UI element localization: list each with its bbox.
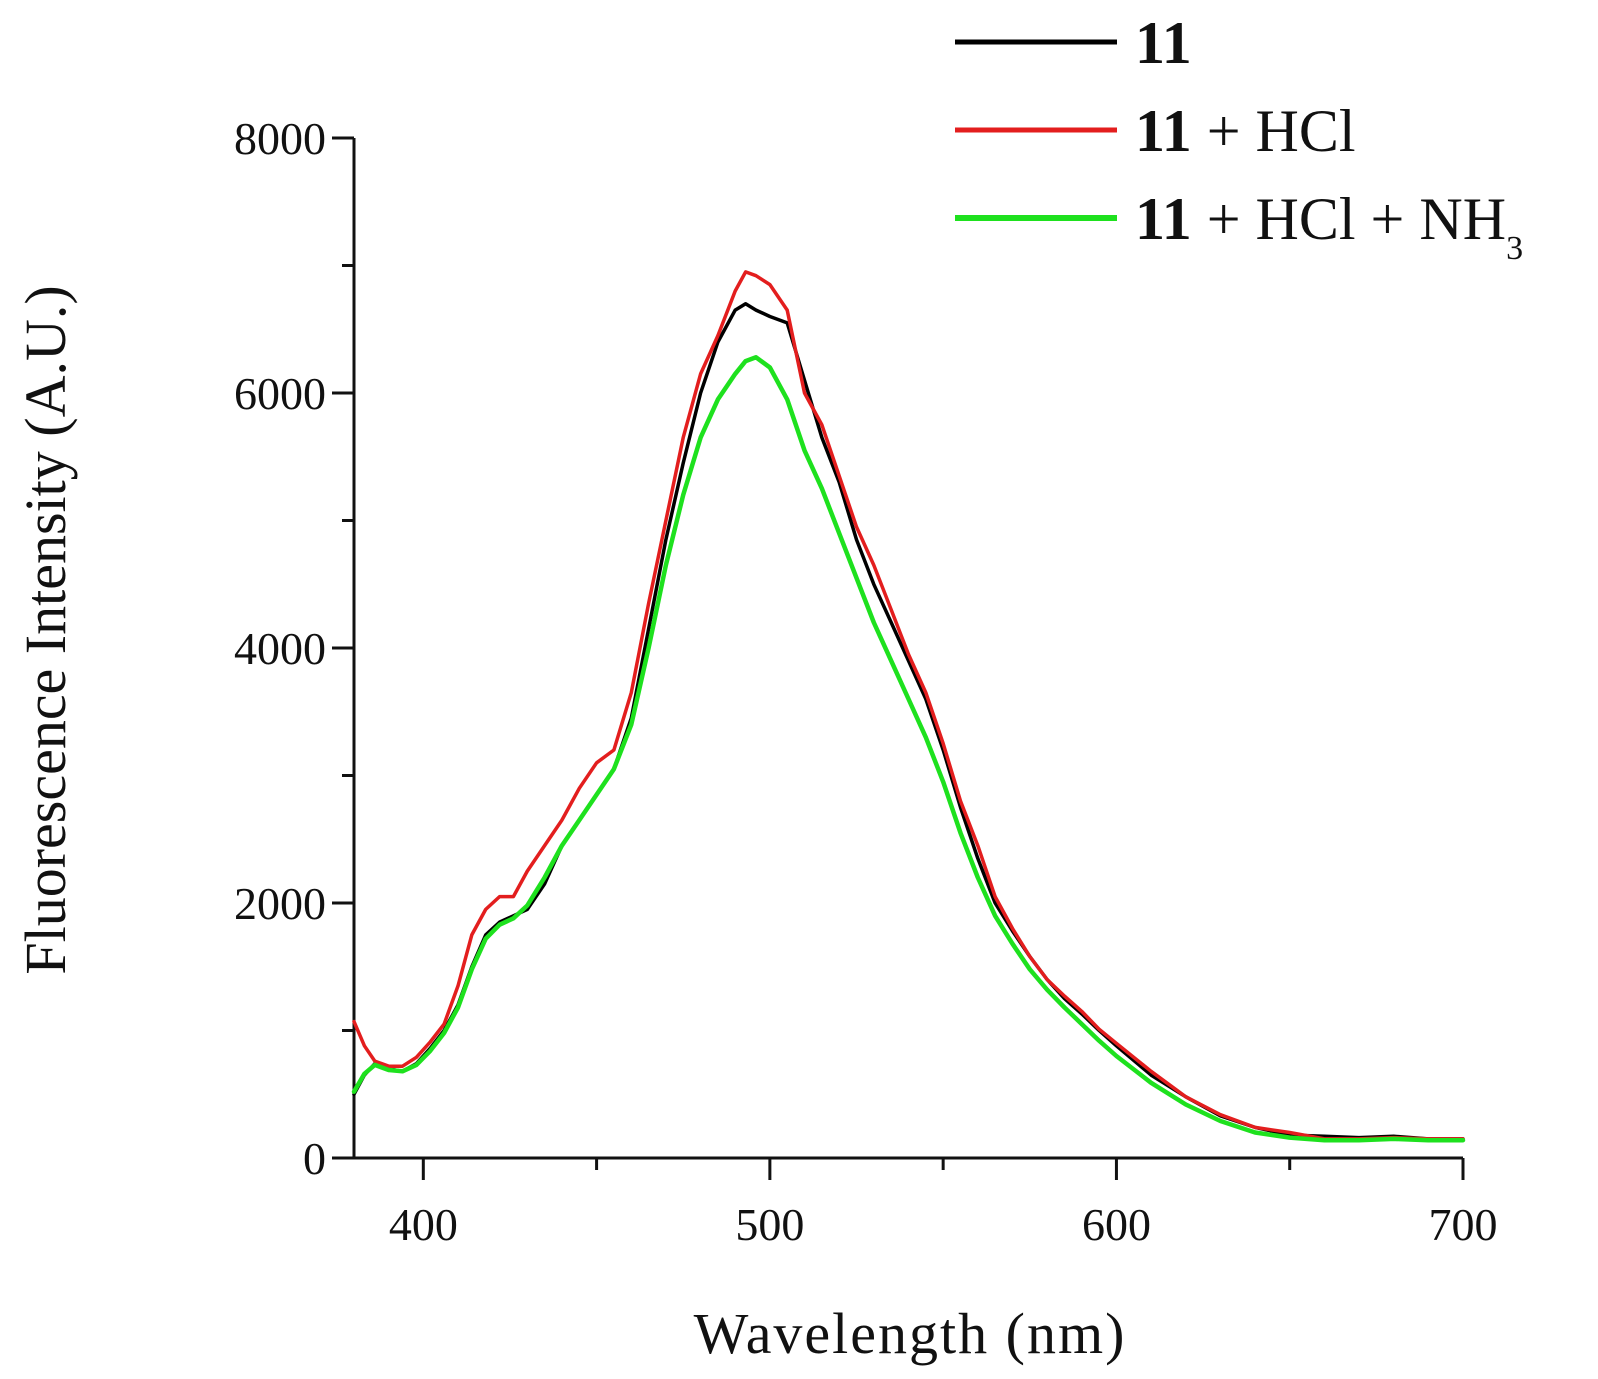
legend-compound-number: 11 (1135, 98, 1192, 164)
x-tick-label: 600 (1082, 1199, 1151, 1250)
legend-compound-number: 11 (1135, 10, 1192, 76)
series-layer (351, 270, 1466, 1143)
axes: 0 2000 4000 6000 8000 400 500 600 700 (234, 113, 1498, 1250)
y-tick-label: 6000 (234, 368, 326, 419)
legend-reagent-text: + HCl (1192, 98, 1356, 164)
series-line-1 (352, 302, 1465, 1141)
series-line-2 (352, 270, 1465, 1141)
x-tick-label: 700 (1429, 1199, 1498, 1250)
y-tick-label: 2000 (234, 878, 326, 929)
legend-label-2: 11 + HCl (1135, 98, 1356, 164)
y-tick-label: 4000 (234, 623, 326, 674)
x-axis-title: Wavelength (nm) (694, 1301, 1127, 1366)
x-tick-label: 500 (735, 1199, 804, 1250)
legend-compound-number: 11 (1135, 186, 1192, 252)
series-line-3 (351, 355, 1466, 1143)
legend-label-3: 11 + HCl + NH3 (1135, 186, 1523, 267)
y-axis-title: Fluorescence Intensity (A.U.) (13, 285, 78, 974)
y-tick-label: 8000 (234, 113, 326, 164)
y-tick-label: 0 (303, 1133, 326, 1184)
legend-subscript: 3 (1506, 230, 1523, 267)
legend-reagent-text: + HCl + NH (1192, 186, 1506, 252)
x-tick-label: 400 (389, 1199, 458, 1250)
legend-label-1: 11 (1135, 10, 1192, 76)
